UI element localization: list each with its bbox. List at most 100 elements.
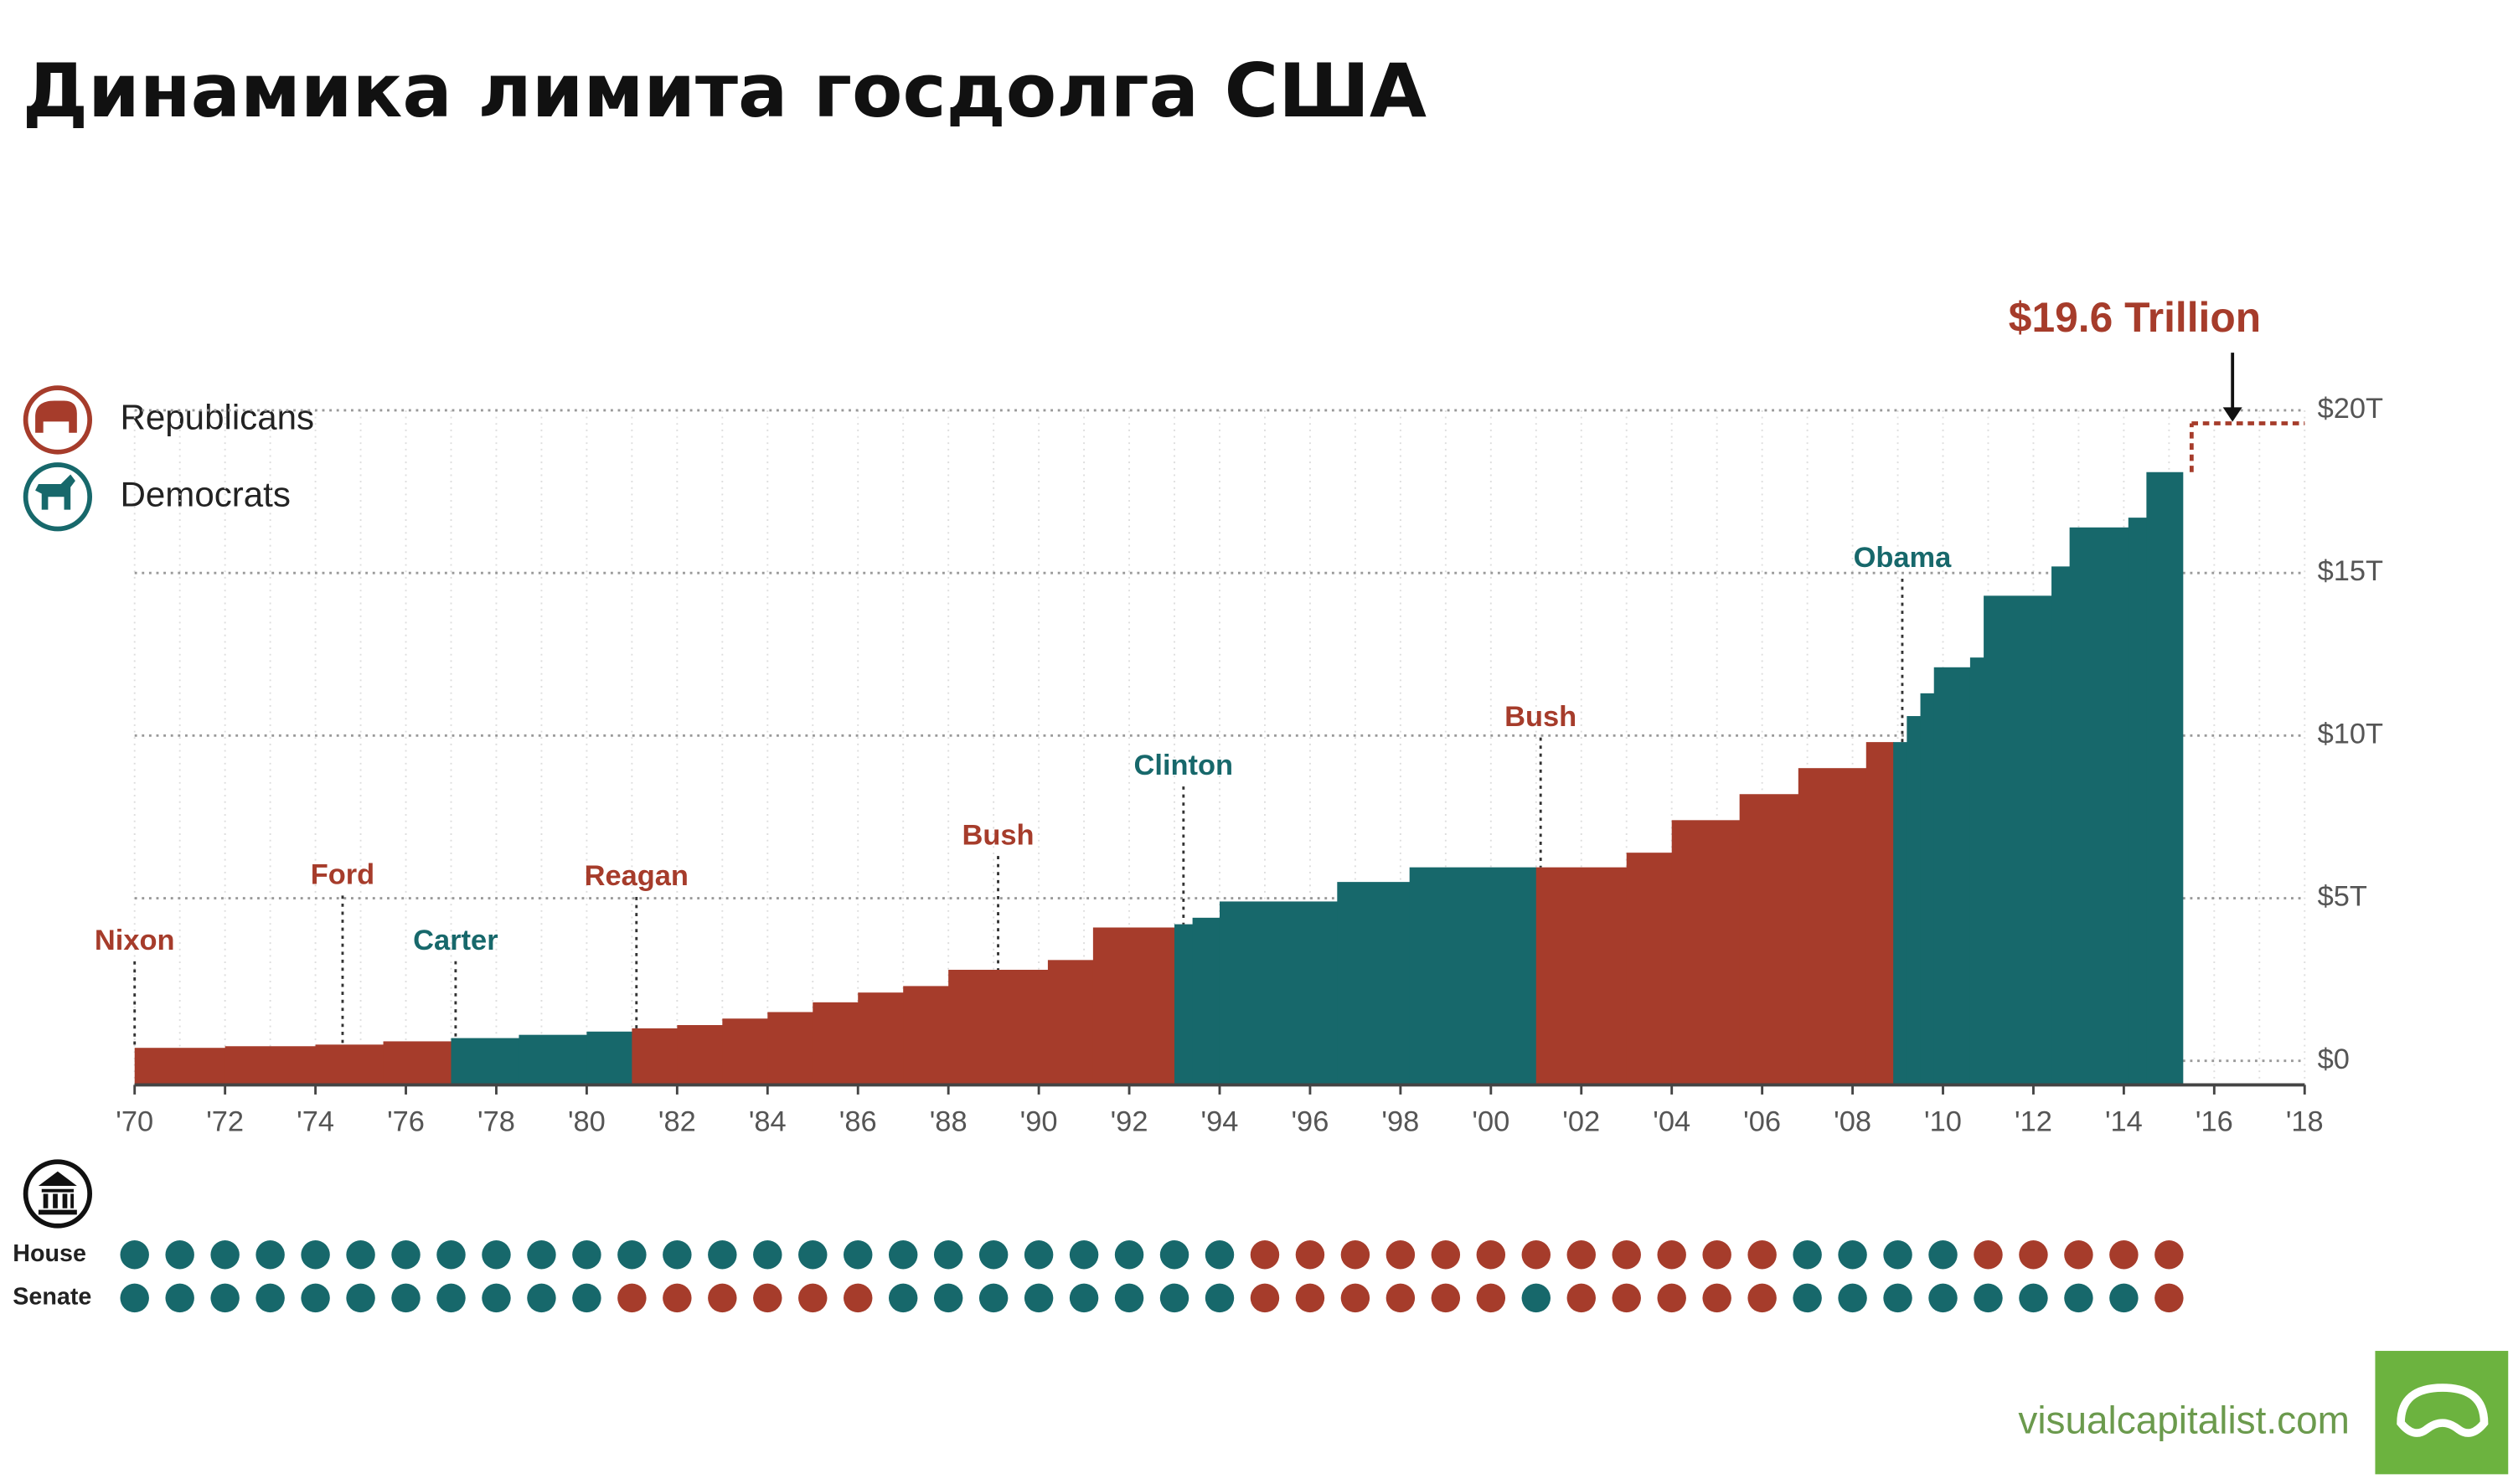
step-bar: [1969, 657, 1984, 1085]
congress-dot: [165, 1240, 194, 1270]
legend-label: Democrats: [120, 474, 290, 513]
congress-dot: [933, 1283, 963, 1313]
step-bar: [519, 1034, 588, 1085]
step-bar: [1865, 742, 1894, 1085]
x-tick-label: '04: [1653, 1105, 1690, 1137]
congress-dot: [436, 1240, 466, 1270]
congress-dot: [1793, 1240, 1822, 1270]
congress-dot: [210, 1240, 240, 1270]
president-label: Reagan: [585, 860, 689, 892]
step-bar: [2051, 566, 2071, 1085]
congress-dot: [1295, 1240, 1325, 1270]
congress-label: Senate: [13, 1283, 91, 1310]
y-tick-label: $15T: [2318, 555, 2383, 587]
logo-glyph: [2397, 1384, 2489, 1437]
congress-dot: [1657, 1240, 1686, 1270]
congress-dot: [2109, 1283, 2139, 1313]
congress-dot: [255, 1240, 285, 1270]
president-label: Bush: [962, 819, 1035, 851]
congress-dot: [346, 1240, 375, 1270]
x-tick-label: '78: [477, 1105, 515, 1137]
congress-dot: [844, 1240, 873, 1270]
step-bar: [1535, 867, 1628, 1085]
step-bar: [1219, 901, 1339, 1085]
legend-icon: [23, 385, 93, 455]
y-tick-label: $10T: [2318, 718, 2383, 750]
legend-label: Republicans: [120, 398, 314, 437]
x-tick-label: '98: [1381, 1105, 1419, 1137]
congress-dot: [1838, 1240, 1867, 1270]
congress-dot: [617, 1283, 647, 1313]
congress-dot: [888, 1283, 918, 1313]
x-tick-label: '86: [839, 1105, 877, 1137]
y-tick-label: $20T: [2318, 393, 2383, 425]
congress-dot: [1566, 1240, 1596, 1270]
source: visualcapitalist.com: [2018, 1398, 2349, 1441]
step-bar: [134, 1048, 226, 1085]
x-tick-label: '80: [568, 1105, 606, 1137]
projection-label: $19.6 Trillion: [2009, 294, 2261, 341]
step-bar: [767, 1012, 814, 1085]
step-bar: [722, 1018, 769, 1085]
step-bar: [1739, 794, 1799, 1085]
president-label: Bush: [1504, 701, 1576, 733]
president-label: Clinton: [1134, 750, 1234, 781]
congress-dot: [1476, 1283, 1506, 1313]
congress-dot: [1928, 1240, 1958, 1270]
legend-icons: [23, 385, 93, 532]
step-bar: [1192, 917, 1220, 1085]
x-tick-label: '74: [297, 1105, 334, 1137]
y-tick-label: $0: [2318, 1043, 2350, 1075]
president-label: Nixon: [95, 925, 175, 956]
step-bar: [903, 986, 949, 1085]
president-label: Carter: [413, 925, 498, 956]
projection-arrowhead: [2222, 407, 2242, 422]
congress-dot: [346, 1283, 375, 1313]
step-bar: [1337, 882, 1411, 1085]
congress-dot: [301, 1283, 330, 1313]
congress-dot: [753, 1283, 782, 1313]
congress-dot: [120, 1240, 149, 1270]
step-bar: [813, 1002, 859, 1085]
congress-dot: [527, 1283, 556, 1313]
congress-dot: [663, 1283, 692, 1313]
congress-dot: [527, 1240, 556, 1270]
congress-dot: [1431, 1283, 1461, 1313]
congress-dot: [1386, 1240, 1416, 1270]
step-bar: [1933, 667, 1971, 1085]
congress-dot: [1340, 1240, 1370, 1270]
congress-dot: [1024, 1283, 1054, 1313]
congress-dot: [798, 1240, 828, 1270]
president-label: Obama: [1854, 542, 1953, 574]
x-tick-label: '12: [2015, 1105, 2052, 1137]
congress-dot: [978, 1283, 1009, 1313]
congress-dot: [1612, 1240, 1641, 1270]
congress-dot: [572, 1240, 601, 1270]
step-bar: [632, 1028, 679, 1085]
congress-dot: [120, 1283, 149, 1313]
congress-dot: [1838, 1283, 1867, 1313]
chart-title: Динамика лимита госдолга США: [23, 48, 1427, 134]
capitol-circle: [23, 1159, 93, 1229]
step-bar: [224, 1046, 317, 1085]
congress-dot: [1521, 1240, 1551, 1270]
congress-dot: [1883, 1283, 1912, 1313]
congress-dot: [1928, 1283, 1958, 1313]
congress-dot: [2064, 1283, 2093, 1313]
logo-box: [2375, 1351, 2509, 1475]
x-tick-label: '18: [2286, 1105, 2324, 1137]
step-bar: [1174, 924, 1194, 1085]
congress-dot: [1250, 1240, 1280, 1270]
capitol-icon: [23, 1159, 93, 1229]
x-tick-label: '72: [206, 1105, 244, 1137]
x-tick-label: '96: [1291, 1105, 1329, 1137]
congress-dot: [482, 1240, 511, 1270]
congress-dot: [1431, 1240, 1461, 1270]
congress-dot: [2019, 1240, 2048, 1270]
x-tick-label: '94: [1201, 1105, 1239, 1137]
congress-dot: [1295, 1283, 1325, 1313]
congress-dot: [1747, 1240, 1777, 1270]
step-bar: [451, 1038, 520, 1085]
congress-dot: [2019, 1283, 2048, 1313]
step-bar: [1671, 820, 1741, 1085]
